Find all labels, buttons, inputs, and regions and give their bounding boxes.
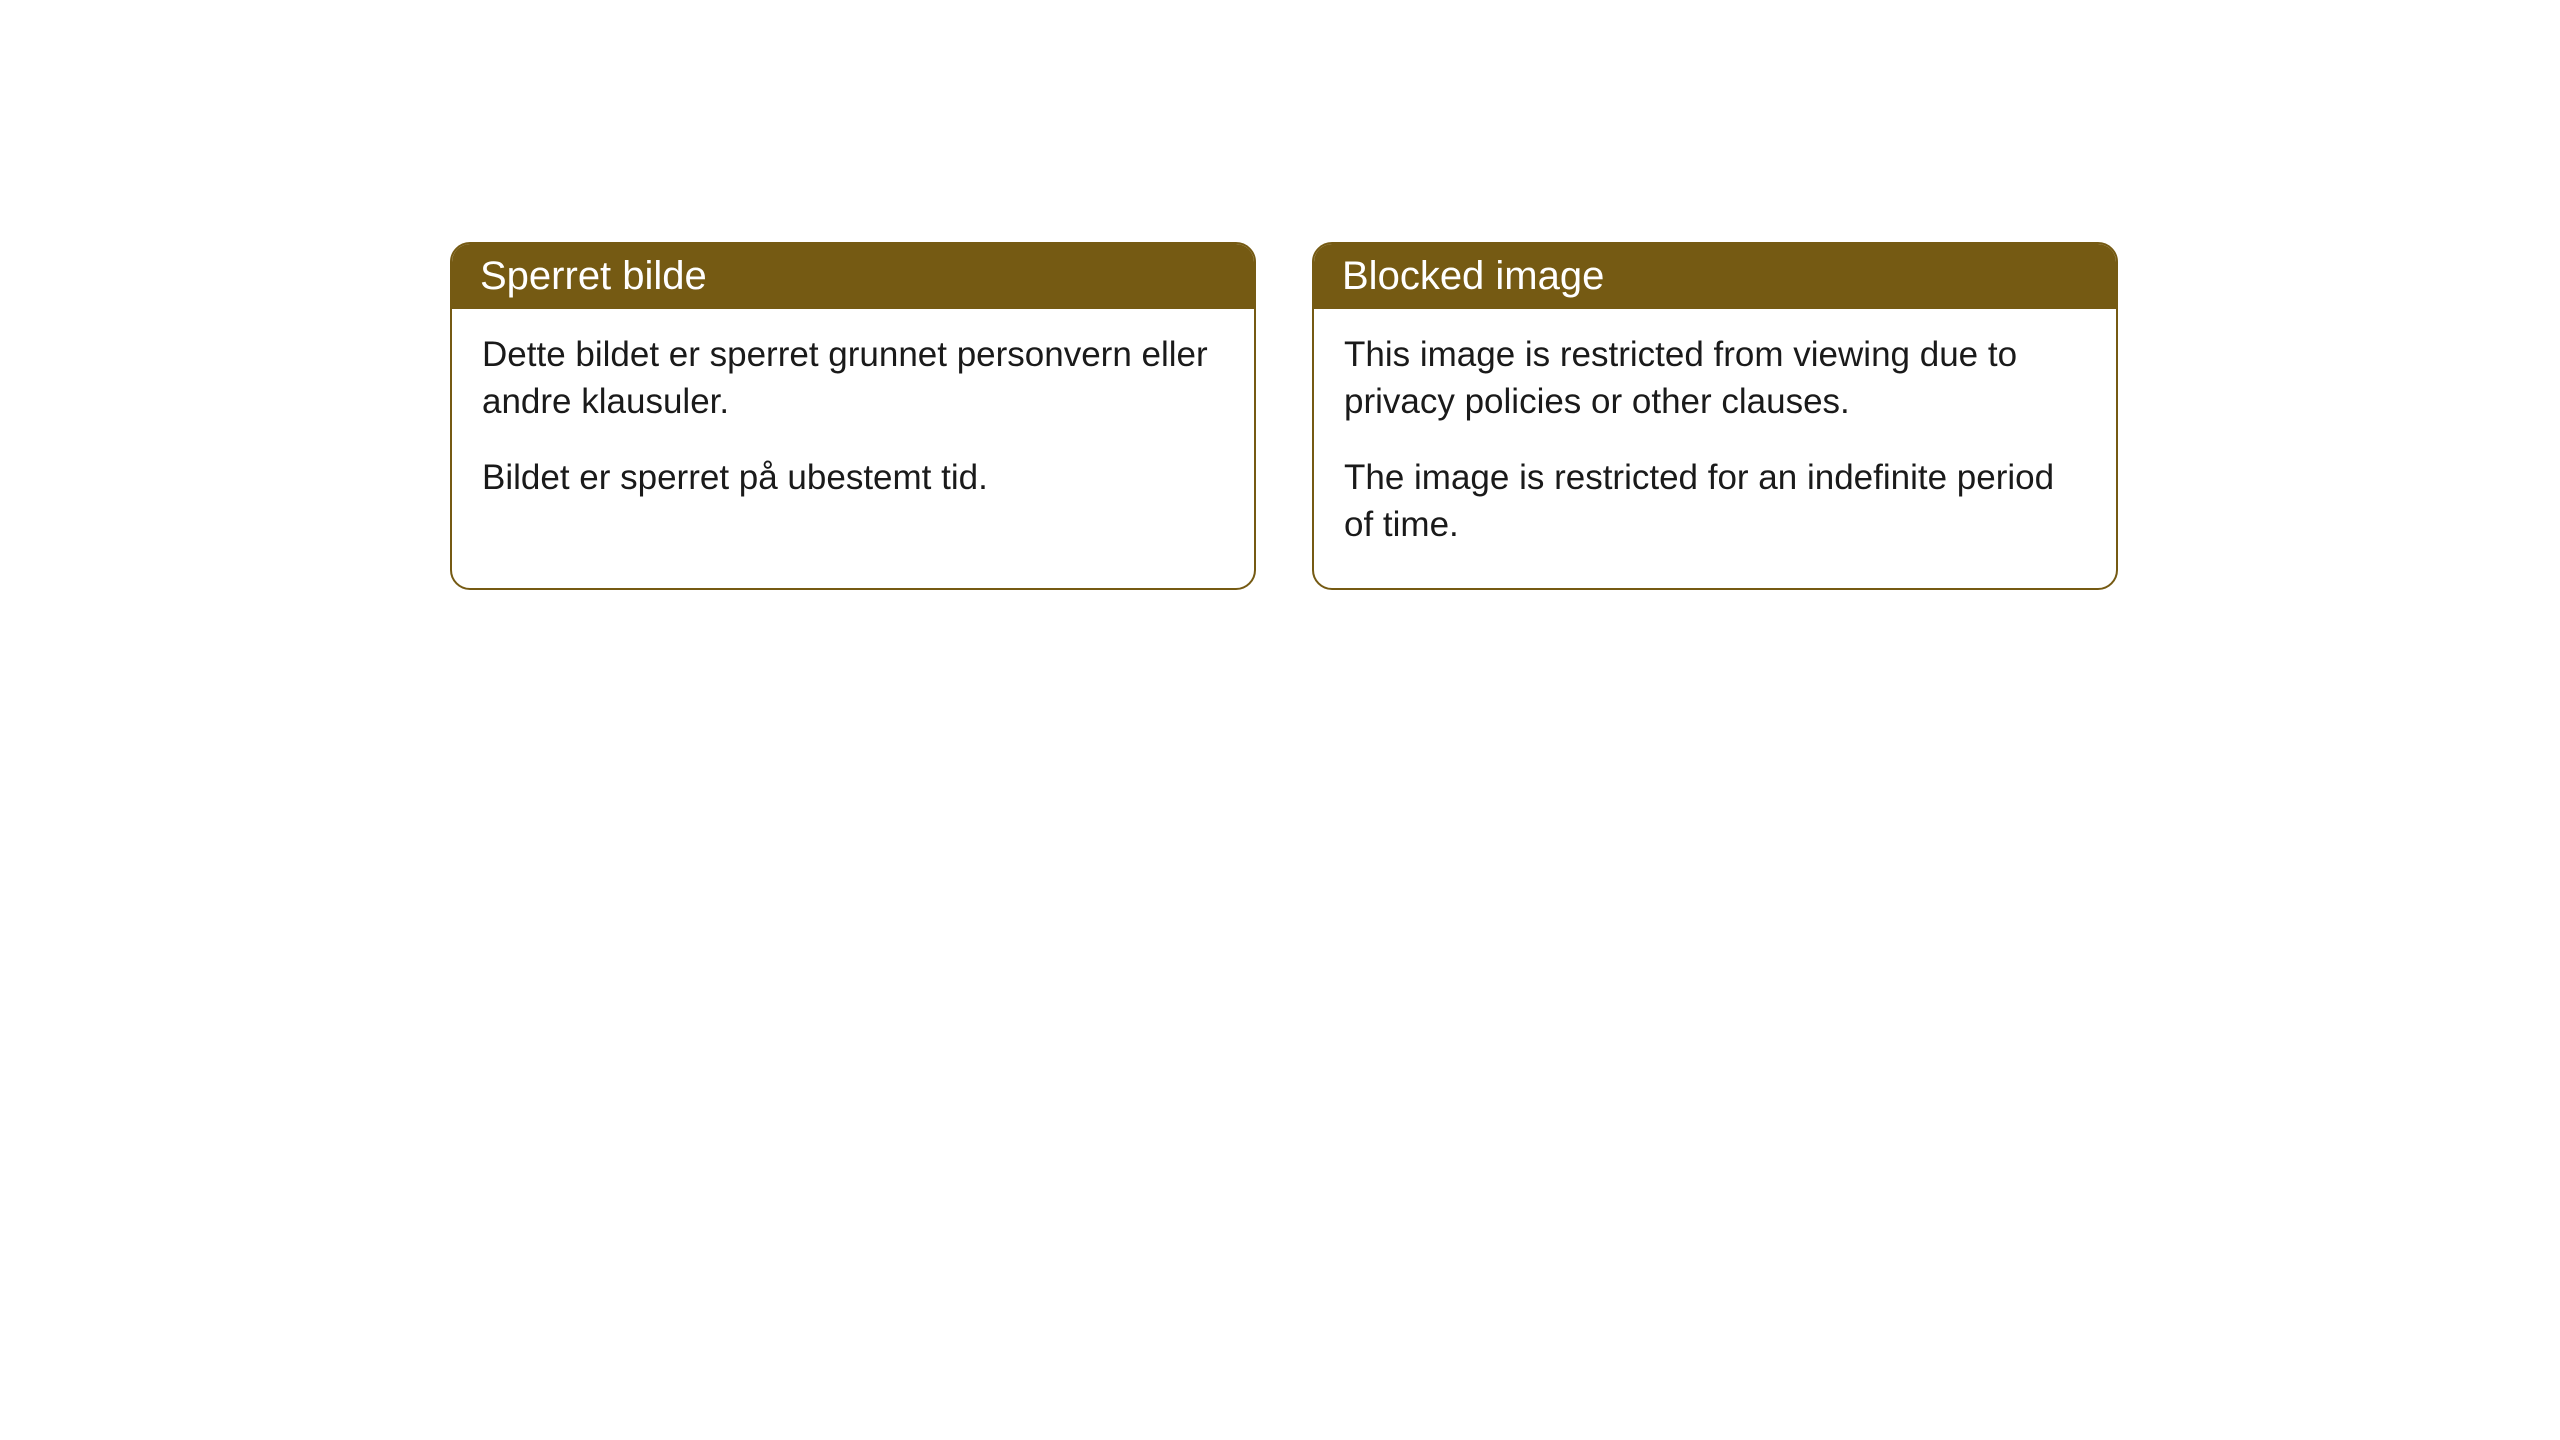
card-paragraph: The image is restricted for an indefinit… xyxy=(1344,454,2086,549)
blocked-image-card-english: Blocked image This image is restricted f… xyxy=(1312,242,2118,590)
card-body: Dette bildet er sperret grunnet personve… xyxy=(452,309,1254,541)
card-paragraph: This image is restricted from viewing du… xyxy=(1344,331,2086,426)
notice-cards-container: Sperret bilde Dette bildet er sperret gr… xyxy=(450,242,2118,590)
card-header: Sperret bilde xyxy=(452,244,1254,309)
card-header: Blocked image xyxy=(1314,244,2116,309)
card-title: Blocked image xyxy=(1342,254,1604,298)
card-body: This image is restricted from viewing du… xyxy=(1314,309,2116,588)
blocked-image-card-norwegian: Sperret bilde Dette bildet er sperret gr… xyxy=(450,242,1256,590)
card-paragraph: Bildet er sperret på ubestemt tid. xyxy=(482,454,1224,501)
card-paragraph: Dette bildet er sperret grunnet personve… xyxy=(482,331,1224,426)
card-title: Sperret bilde xyxy=(480,254,707,298)
